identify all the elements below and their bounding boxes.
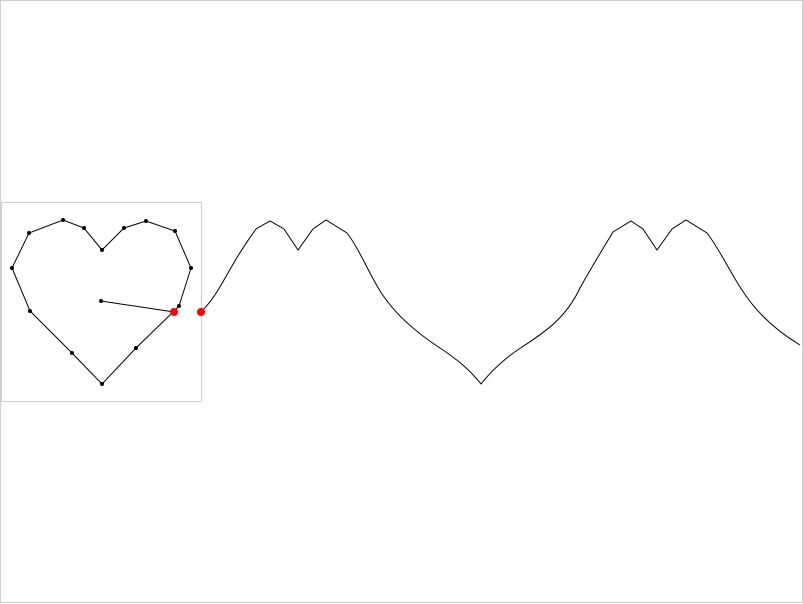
heart-vertex bbox=[82, 226, 86, 230]
trace-plot bbox=[197, 219, 801, 385]
heart-vertex bbox=[61, 218, 65, 222]
heart-vertex bbox=[189, 266, 193, 270]
heart-panel bbox=[1, 202, 202, 402]
heart-vertex bbox=[177, 304, 181, 308]
heart-vertex bbox=[173, 229, 177, 233]
heart-vertex bbox=[144, 219, 148, 223]
heart-outline bbox=[11, 219, 192, 385]
heart-panel-border bbox=[1, 202, 202, 402]
heart-vertex bbox=[70, 351, 74, 355]
trace-waveform bbox=[200, 219, 801, 385]
heart-vertices bbox=[10, 218, 193, 386]
heart-vertex bbox=[27, 231, 31, 235]
trace-start-marker bbox=[197, 308, 205, 316]
heart-tracer-marker bbox=[170, 308, 178, 316]
radius-line bbox=[100, 300, 175, 313]
heart-vertex bbox=[122, 226, 126, 230]
heart-vertex bbox=[28, 309, 32, 313]
heart-vertex bbox=[134, 346, 138, 350]
heart-vertex bbox=[100, 382, 104, 386]
heart-vertex bbox=[10, 266, 14, 270]
heart-vertex bbox=[100, 248, 104, 252]
